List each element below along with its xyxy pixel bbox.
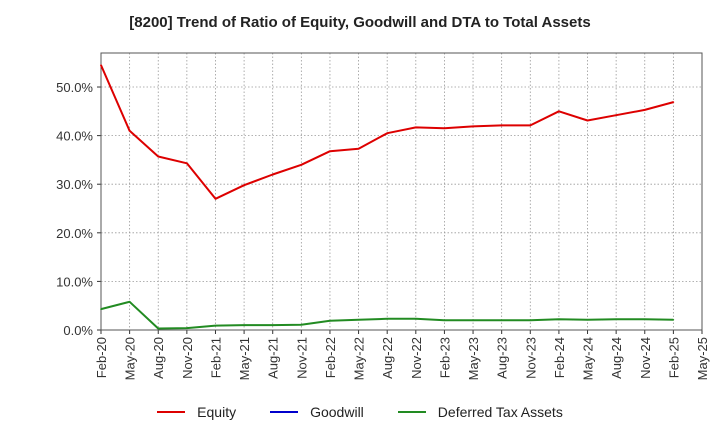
legend-swatch-equity <box>157 411 186 413</box>
data-point-equity <box>643 109 646 111</box>
data-point-deferred-tax-assets <box>672 318 675 321</box>
data-point-equity <box>243 184 245 186</box>
data-point-deferred-tax-assets <box>529 319 532 322</box>
x-tick-label: May-24 <box>581 337 596 380</box>
data-point-equity <box>558 110 560 113</box>
legend-swatch-goodwill <box>270 411 299 413</box>
data-point-deferred-tax-assets <box>615 318 617 321</box>
data-point-deferred-tax-assets <box>472 319 474 322</box>
data-point-equity <box>271 173 274 176</box>
y-tick-label: 50.0% <box>56 80 93 95</box>
data-point-equity <box>586 119 589 122</box>
y-tick-label: 20.0% <box>56 226 93 241</box>
data-point-equity <box>214 197 217 200</box>
legend-item-equity: Equity <box>157 404 236 420</box>
legend-label-goodwill: Goodwill <box>310 404 364 420</box>
chart-title: [8200] Trend of Ratio of Equity, Goodwil… <box>129 14 591 31</box>
x-tick-label: Feb-21 <box>208 337 223 378</box>
legend-label-deferred-tax-assets: Deferred Tax Assets <box>437 404 563 420</box>
x-tick-label: May-23 <box>466 337 481 380</box>
x-tick-label: Aug-21 <box>266 337 281 379</box>
x-tick-label: Nov-22 <box>409 337 424 379</box>
data-point-equity <box>100 64 102 66</box>
x-tick-label: Feb-23 <box>437 337 452 378</box>
data-point-deferred-tax-assets <box>186 327 188 329</box>
x-tick-label: May-22 <box>352 337 367 380</box>
data-point-deferred-tax-assets <box>300 323 303 326</box>
x-tick-label: Feb-25 <box>666 337 681 378</box>
data-point-deferred-tax-assets <box>271 324 274 326</box>
x-tick-label: Nov-23 <box>523 337 538 379</box>
data-point-equity <box>157 155 160 158</box>
data-point-deferred-tax-assets <box>243 324 245 326</box>
x-tick-label: May-25 <box>695 337 710 380</box>
x-tick-label: Nov-24 <box>638 337 653 379</box>
y-tick-label: 0.0% <box>63 323 93 338</box>
x-tick-label: Feb-22 <box>323 337 338 378</box>
x-tick-label: Aug-22 <box>380 337 395 379</box>
legend-swatch-deferred-tax-assets <box>397 411 426 413</box>
data-point-equity <box>329 150 331 152</box>
data-point-deferred-tax-assets <box>100 308 102 310</box>
data-point-deferred-tax-assets <box>214 324 217 327</box>
data-point-deferred-tax-assets <box>357 318 360 321</box>
data-point-deferred-tax-assets <box>415 318 417 320</box>
legend: Equity Goodwill Deferred Tax Assets <box>0 404 720 420</box>
x-tick-label: Feb-24 <box>552 337 567 378</box>
y-tick-label: 30.0% <box>56 177 93 192</box>
data-point-equity <box>443 127 446 130</box>
data-point-deferred-tax-assets <box>386 318 388 320</box>
x-tick-label: Aug-24 <box>609 337 624 379</box>
data-point-equity <box>472 125 474 128</box>
data-point-deferred-tax-assets <box>128 301 131 303</box>
data-point-equity <box>300 163 303 166</box>
data-point-equity <box>386 132 388 134</box>
data-point-deferred-tax-assets <box>558 318 560 321</box>
data-point-deferred-tax-assets <box>500 319 503 322</box>
x-tick-label: Nov-20 <box>180 337 195 379</box>
y-tick-label: 10.0% <box>56 274 93 289</box>
data-point-deferred-tax-assets <box>586 318 589 321</box>
legend-label-equity: Equity <box>197 404 237 420</box>
x-tick-label: May-21 <box>237 337 252 380</box>
data-point-equity <box>500 124 503 127</box>
data-point-equity <box>672 101 675 103</box>
data-point-equity <box>128 129 131 132</box>
data-point-deferred-tax-assets <box>329 319 331 322</box>
legend-item-deferred-tax-assets: Deferred Tax Assets <box>397 404 563 420</box>
data-point-equity <box>615 114 617 117</box>
data-point-deferred-tax-assets <box>643 318 646 321</box>
x-tick-label: Nov-21 <box>294 337 309 379</box>
x-tick-label: Feb-20 <box>94 337 109 378</box>
data-point-deferred-tax-assets <box>443 319 446 322</box>
plot-area <box>100 52 703 331</box>
data-point-deferred-tax-assets <box>157 327 160 330</box>
x-tick-label: Aug-20 <box>151 337 166 379</box>
y-tick-label: 40.0% <box>56 129 93 144</box>
data-point-equity <box>357 147 360 150</box>
data-point-equity <box>186 162 188 165</box>
x-tick-label: May-20 <box>123 337 138 380</box>
x-tick-label: Aug-23 <box>495 337 510 379</box>
data-point-equity <box>415 126 417 129</box>
legend-item-goodwill: Goodwill <box>270 404 364 420</box>
data-point-equity <box>529 124 532 127</box>
